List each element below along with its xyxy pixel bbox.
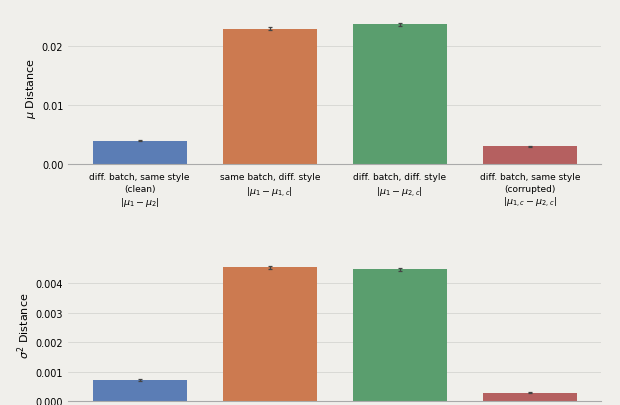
Y-axis label: $\mu$ Distance: $\mu$ Distance bbox=[24, 58, 38, 119]
Bar bbox=[483, 147, 577, 164]
Text: $|\mu_{1,c} - \mu_{2,c}|$: $|\mu_{1,c} - \mu_{2,c}|$ bbox=[503, 195, 557, 209]
Text: diff. batch, same style: diff. batch, same style bbox=[89, 173, 190, 182]
Bar bbox=[353, 25, 446, 164]
Text: diff. batch, same style: diff. batch, same style bbox=[480, 173, 580, 182]
Bar bbox=[223, 268, 317, 401]
Bar bbox=[93, 141, 187, 164]
Bar bbox=[93, 380, 187, 401]
Y-axis label: $\sigma^2$ Distance: $\sigma^2$ Distance bbox=[15, 292, 32, 358]
Text: $|\mu_1 - \mu_2|$: $|\mu_1 - \mu_2|$ bbox=[120, 195, 160, 208]
Text: diff. batch, diff. style: diff. batch, diff. style bbox=[353, 173, 446, 182]
Text: $|\mu_1 - \mu_{1,c}|$: $|\mu_1 - \mu_{1,c}|$ bbox=[246, 184, 293, 198]
Text: (corrupted): (corrupted) bbox=[504, 184, 556, 194]
Text: same batch, diff. style: same batch, diff. style bbox=[219, 173, 320, 182]
Bar bbox=[353, 270, 446, 401]
Bar bbox=[483, 393, 577, 401]
Bar bbox=[223, 30, 317, 164]
Text: (clean): (clean) bbox=[124, 184, 156, 194]
Text: $|\mu_1 - \mu_{2,c}|$: $|\mu_1 - \mu_{2,c}|$ bbox=[376, 184, 423, 198]
